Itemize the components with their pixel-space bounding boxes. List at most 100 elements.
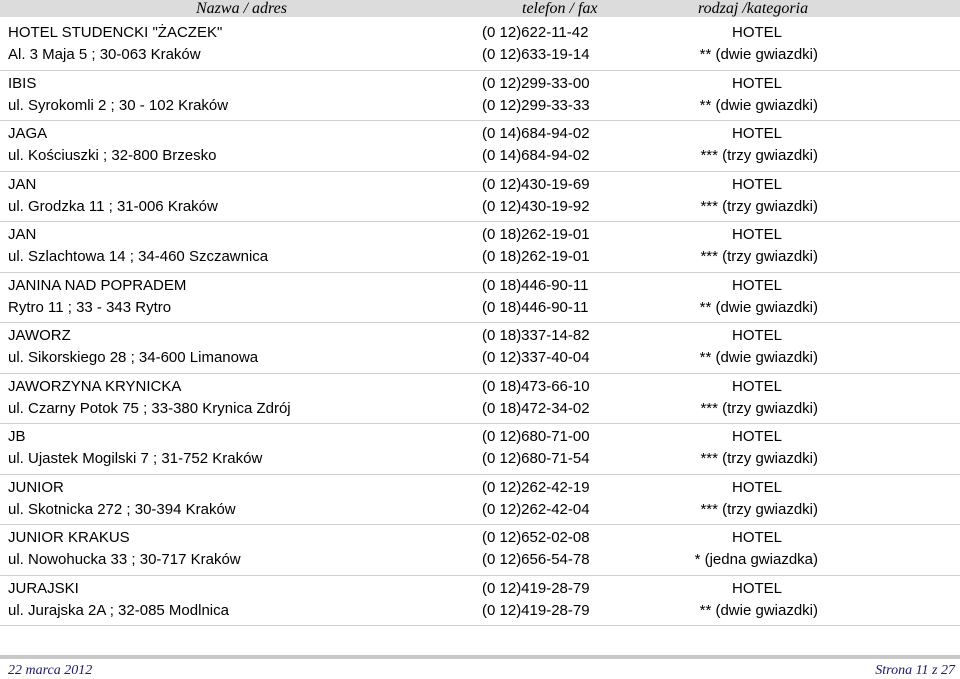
hotel-address: ul. Kościuszki ; 32-800 Brzesko (8, 147, 217, 164)
hotel-phone: (0 18)446-90-11 (482, 276, 589, 294)
hotel-name: JAWORZ (8, 327, 71, 344)
entry-line-1: JB (0 12)680-71-00 HOTEL (0, 426, 960, 448)
hotel-type: HOTEL (732, 226, 783, 243)
hotel-name: IBIS (8, 74, 37, 92)
hotel-name: JB (8, 428, 26, 445)
hotel-type: HOTEL (732, 478, 783, 496)
entry-line-1: JAN (0 12)430-19-69 HOTEL (0, 174, 960, 196)
hotel-fax: (0 14)684-94-02 (482, 147, 590, 164)
hotel-list: HOTEL STUDENCKI "ŻACZEK" (0 12)622-11-42 H… (0, 20, 960, 626)
hotel-entry: JURAJSKI (0 12)419-28-79 HOTEL ul. Jurajska… (0, 576, 960, 626)
hotel-type: HOTEL (732, 276, 783, 294)
entry-line-2: Al. 3 Maja 5 ; 30-063 Kraków (0 12)633-19… (0, 44, 960, 66)
hotel-category: * (jedna gwiazdka) (694, 551, 818, 568)
hotel-category: *** (trzy gwiazdki) (700, 450, 818, 467)
hotel-fax: (0 12)419-28-79 (482, 601, 590, 619)
hotel-category: ** (dwie gwiazdki) (699, 298, 818, 316)
entry-line-2: ul. Sikorskiego 28 ; 34-600 Limanowa (0 1… (0, 347, 960, 369)
entry-line-2: ul. Syrokomli 2 ; 30 - 102 Kraków (0 12)2… (0, 95, 960, 117)
entry-line-2: Rytro 11 ; 33 - 343 Rytro (0 18)446-90-11… (0, 297, 960, 319)
hotel-category: *** (trzy gwiazdki) (700, 399, 818, 417)
entry-line-1: JUNIOR KRAKUS (0 12)652-02-08 HOTEL (0, 527, 960, 549)
hotel-type: HOTEL (732, 327, 783, 344)
hotel-address: ul. Grodzka 11 ; 31-006 Kraków (8, 197, 218, 215)
hotel-address: ul. Ujastek Mogilski 7 ; 31-752 Kraków (8, 450, 263, 467)
hotel-phone: (0 18)262-19-01 (482, 226, 590, 243)
hotel-address: ul. Sikorskiego 28 ; 34-600 Limanowa (8, 349, 259, 366)
hotel-fax: (0 12)299-33-33 (482, 96, 590, 114)
footer-date: 22 marca 2012 (8, 663, 93, 678)
entry-line-1: JAWORZYNA KRYNICKA (0 18)473-66-10 HOTEL (0, 376, 960, 398)
hotel-phone: (0 12)680-71-00 (482, 428, 590, 445)
hotel-phone: (0 18)473-66-10 (482, 377, 590, 395)
hotel-name: JURAJSKI (8, 579, 79, 597)
hotel-entry: JUNIOR KRAKUS (0 12)652-02-08 HOTEL ul. Now… (0, 525, 960, 576)
hotel-fax: (0 18)446-90-11 (482, 298, 589, 316)
hotel-name: JUNIOR (8, 478, 64, 496)
hotel-type: HOTEL (732, 377, 783, 395)
header-type-category: rodzaj /kategoria (698, 0, 809, 17)
hotel-entry: JAGA (0 14)684-94-02 HOTEL ul. Kościuszki ;… (0, 121, 960, 172)
entry-line-2: ul. Czarny Potok 75 ; 33-380 Krynica Zdr… (0, 398, 960, 420)
entry-line-2: ul. Szlachtowa 14 ; 34-460 Szczawnica (0 … (0, 246, 960, 268)
hotel-category: *** (trzy gwiazdki) (700, 197, 818, 215)
hotel-address: ul. Syrokomli 2 ; 30 - 102 Kraków (8, 96, 229, 114)
hotel-phone: (0 12)262-42-19 (482, 478, 590, 496)
hotel-entry: JB (0 12)680-71-00 HOTEL ul. Ujastek Mogils… (0, 424, 960, 475)
hotel-type: HOTEL (732, 175, 783, 193)
entry-line-2: ul. Nowohucka 33 ; 30-717 Kraków (0 12)65… (0, 549, 960, 571)
hotel-category: *** (trzy gwiazdki) (700, 147, 818, 164)
hotel-fax: (0 12)633-19-14 (482, 46, 590, 63)
page-footer: 22 marca 2012 Strona 11 z 27 (0, 661, 960, 678)
hotel-name: JAN (8, 226, 37, 243)
hotel-address: ul. Szlachtowa 14 ; 34-460 Szczawnica (8, 248, 269, 265)
hotel-entry: JAN (0 18)262-19-01 HOTEL ul. Szlachtowa 14… (0, 222, 960, 273)
hotel-type: HOTEL (732, 24, 783, 41)
entry-line-1: JAN (0 18)262-19-01 HOTEL (0, 224, 960, 246)
hotel-name: JAWORZYNA KRYNICKA (8, 377, 182, 395)
entry-line-1: JAWORZ (0 18)337-14-82 HOTEL (0, 325, 960, 347)
hotel-entry: HOTEL STUDENCKI "ŻACZEK" (0 12)622-11-42 H… (0, 20, 960, 71)
hotel-address: ul. Nowohucka 33 ; 30-717 Kraków (8, 551, 241, 568)
hotel-name: JAN (8, 175, 37, 193)
hotel-phone: (0 12)419-28-79 (482, 579, 590, 597)
hotel-phone: (0 12)652-02-08 (482, 529, 590, 546)
entry-line-2: ul. Jurajska 2A ; 32-085 Modlnica (0 12)4… (0, 600, 960, 622)
entry-line-2: ul. Ujastek Mogilski 7 ; 31-752 Kraków (0… (0, 448, 960, 470)
hotel-fax: (0 12)656-54-78 (482, 551, 590, 568)
hotel-fax: (0 12)337-40-04 (482, 349, 590, 366)
entry-line-1: JUNIOR (0 12)262-42-19 HOTEL (0, 477, 960, 499)
hotel-category: *** (trzy gwiazdki) (700, 500, 818, 518)
hotel-fax: (0 12)680-71-54 (482, 450, 590, 467)
hotel-category: ** (dwie gwiazdki) (699, 46, 818, 63)
hotel-name: JANINA NAD POPRADEM (8, 276, 187, 294)
hotel-entry: JANINA NAD POPRADEM (0 18)446-90-11 HOTEL R… (0, 273, 960, 323)
hotel-type: HOTEL (732, 125, 783, 142)
hotel-phone: (0 12)299-33-00 (482, 74, 590, 92)
entry-line-1: JURAJSKI (0 12)419-28-79 HOTEL (0, 578, 960, 600)
entry-line-1: JAGA (0 14)684-94-02 HOTEL (0, 123, 960, 145)
hotel-phone: (0 18)337-14-82 (482, 327, 590, 344)
hotel-fax: (0 18)472-34-02 (482, 399, 590, 417)
hotel-entry: JUNIOR (0 12)262-42-19 HOTEL ul. Skotnicka … (0, 475, 960, 525)
hotel-category: *** (trzy gwiazdki) (700, 248, 818, 265)
hotel-category: ** (dwie gwiazdki) (699, 601, 818, 619)
entry-line-1: JANINA NAD POPRADEM (0 18)446-90-11 HOTEL (0, 275, 960, 297)
hotel-address: ul. Skotnicka 272 ; 30-394 Kraków (8, 500, 236, 518)
entry-line-2: ul. Grodzka 11 ; 31-006 Kraków (0 12)430-… (0, 196, 960, 218)
hotel-fax: (0 18)262-19-01 (482, 248, 590, 265)
hotel-name: HOTEL STUDENCKI "ŻACZEK" (8, 24, 223, 41)
hotel-entry: JAN (0 12)430-19-69 HOTEL ul. Grodzka 11 ; … (0, 172, 960, 222)
hotel-fax: (0 12)430-19-92 (482, 197, 590, 215)
hotel-name: JUNIOR KRAKUS (8, 529, 130, 546)
entry-line-1: IBIS (0 12)299-33-00 HOTEL (0, 73, 960, 95)
hotel-address: Al. 3 Maja 5 ; 30-063 Kraków (8, 46, 201, 63)
hotel-type: HOTEL (732, 74, 783, 92)
hotel-type: HOTEL (732, 529, 783, 546)
hotel-phone: (0 12)622-11-42 (482, 24, 589, 41)
entry-line-2: ul. Kościuszki ; 32-800 Brzesko (0 14)684… (0, 145, 960, 167)
hotel-entry: JAWORZ (0 18)337-14-82 HOTEL ul. Sikorskieg… (0, 323, 960, 374)
header-name-address: Nazwa / adres (196, 0, 287, 17)
hotel-address: ul. Jurajska 2A ; 32-085 Modlnica (8, 601, 229, 619)
entry-line-2: ul. Skotnicka 272 ; 30-394 Kraków (0 12)2… (0, 499, 960, 521)
